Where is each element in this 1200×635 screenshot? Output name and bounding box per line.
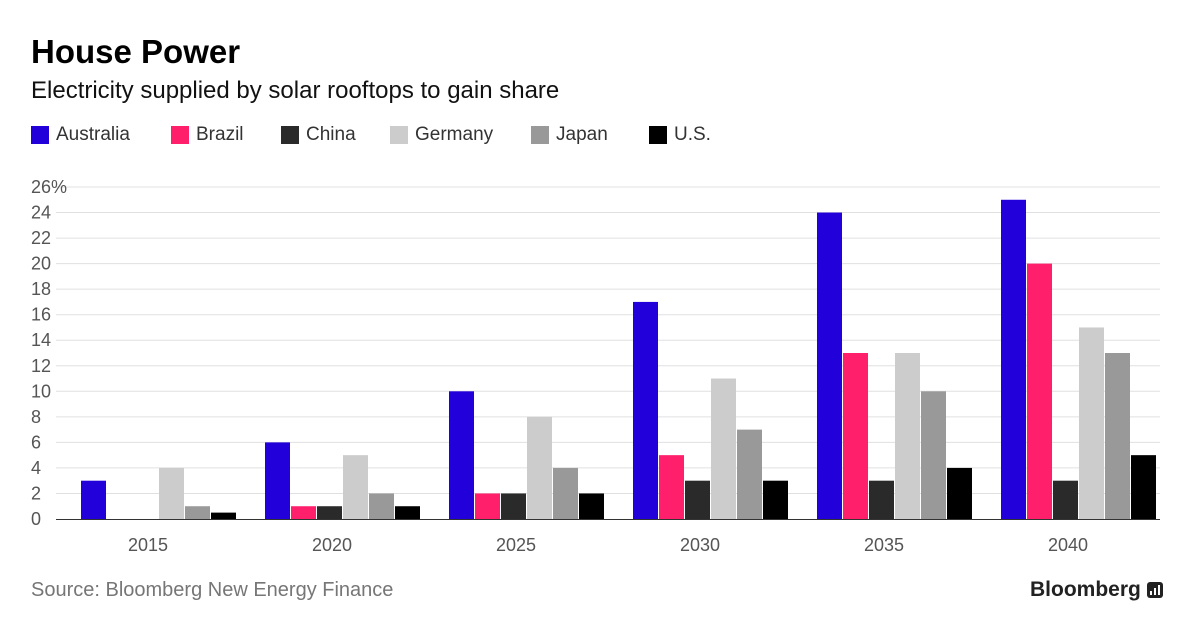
legend-item-brazil: Brazil — [171, 123, 244, 147]
bar-germany-2030 — [711, 378, 736, 519]
bar-us-2020 — [395, 506, 420, 519]
bar-australia-2015 — [81, 480, 106, 519]
bar-brazil-2035 — [843, 353, 868, 519]
legend-swatch-brazil — [171, 126, 189, 144]
legend-item-germany: Germany — [390, 123, 493, 147]
y-tick-label: 24 — [31, 203, 51, 223]
bar-germany-2015 — [159, 467, 184, 519]
x-tick-label: 2025 — [496, 535, 536, 555]
brand-logo: Bloomberg — [1030, 578, 1163, 602]
x-tick-label: 2015 — [128, 535, 168, 555]
legend-item-china: China — [281, 123, 356, 147]
bar-us-2035 — [947, 467, 972, 519]
legend-label-australia: Australia — [56, 124, 130, 145]
legend-label-china: China — [306, 124, 356, 145]
bloomberg-chart-icon — [1146, 582, 1163, 598]
bar-japan-2020 — [369, 493, 394, 519]
legend-label-brazil: Brazil — [196, 124, 244, 145]
bar-australia-2020 — [265, 442, 290, 519]
legend-item-australia: Australia — [31, 123, 130, 147]
bar-brazil-2025 — [475, 493, 500, 519]
bar-germany-2040 — [1079, 327, 1104, 519]
x-tick-label: 2035 — [864, 535, 904, 555]
legend-swatch-australia — [31, 126, 49, 144]
legend-item-us: U.S. — [649, 123, 711, 147]
bar-brazil-2020 — [291, 506, 316, 519]
y-tick-label: 22 — [31, 228, 51, 248]
y-tick-label: 4 — [31, 458, 41, 478]
bar-japan-2015 — [185, 506, 210, 519]
y-tick-label: 8 — [31, 407, 41, 427]
brand-name: Bloomberg — [1030, 578, 1141, 601]
y-tick-label: 16 — [31, 305, 51, 325]
bar-japan-2035 — [921, 391, 946, 519]
bar-japan-2040 — [1105, 353, 1130, 519]
bar-australia-2040 — [1001, 199, 1026, 519]
bar-us-2025 — [579, 493, 604, 519]
bar-australia-2025 — [449, 391, 474, 519]
bar-us-2030 — [763, 480, 788, 519]
x-tick-label: 2020 — [312, 535, 352, 555]
y-tick-label: 2 — [31, 483, 41, 503]
y-tick-label: 12 — [31, 356, 51, 376]
bar-australia-2030 — [633, 301, 658, 519]
bar-china-2035 — [869, 480, 894, 519]
x-tick-label: 2040 — [1048, 535, 1088, 555]
bar-china-2030 — [685, 480, 710, 519]
legend-label-germany: Germany — [415, 124, 494, 145]
bar-china-2040 — [1053, 480, 1078, 519]
y-tick-label: 6 — [31, 432, 41, 452]
y-tick-label: 18 — [31, 279, 51, 299]
bar-germany-2020 — [343, 455, 368, 519]
bar-germany-2025 — [527, 416, 552, 519]
chart-title: House Power — [31, 33, 241, 70]
legend-swatch-china — [281, 126, 299, 144]
y-tick-label: 20 — [31, 254, 51, 274]
source-note: Source: Bloomberg New Energy Finance — [31, 579, 394, 601]
bar-china-2025 — [501, 493, 526, 519]
x-tick-label: 2030 — [680, 535, 720, 555]
y-tick-label: 14 — [31, 330, 51, 350]
bar-brazil-2030 — [659, 455, 684, 519]
legend-label-us: U.S. — [674, 124, 711, 145]
bar-japan-2030 — [737, 429, 762, 519]
y-tick-label: 26% — [31, 177, 67, 197]
legend-swatch-us — [649, 126, 667, 144]
bar-germany-2035 — [895, 353, 920, 519]
legend-swatch-japan — [531, 126, 549, 144]
bar-australia-2035 — [817, 212, 842, 519]
legend-item-japan: Japan — [531, 123, 608, 147]
bar-china-2020 — [317, 506, 342, 519]
bar-us-2040 — [1131, 455, 1156, 519]
y-tick-label: 0 — [31, 509, 41, 529]
chart-subtitle: Electricity supplied by solar rooftops t… — [31, 77, 560, 104]
legend-swatch-germany — [390, 126, 408, 144]
legend-label-japan: Japan — [556, 124, 608, 145]
bar-us-2015 — [211, 512, 236, 519]
bar-japan-2025 — [553, 467, 578, 519]
bar-brazil-2040 — [1027, 263, 1052, 519]
y-tick-label: 10 — [31, 381, 51, 401]
